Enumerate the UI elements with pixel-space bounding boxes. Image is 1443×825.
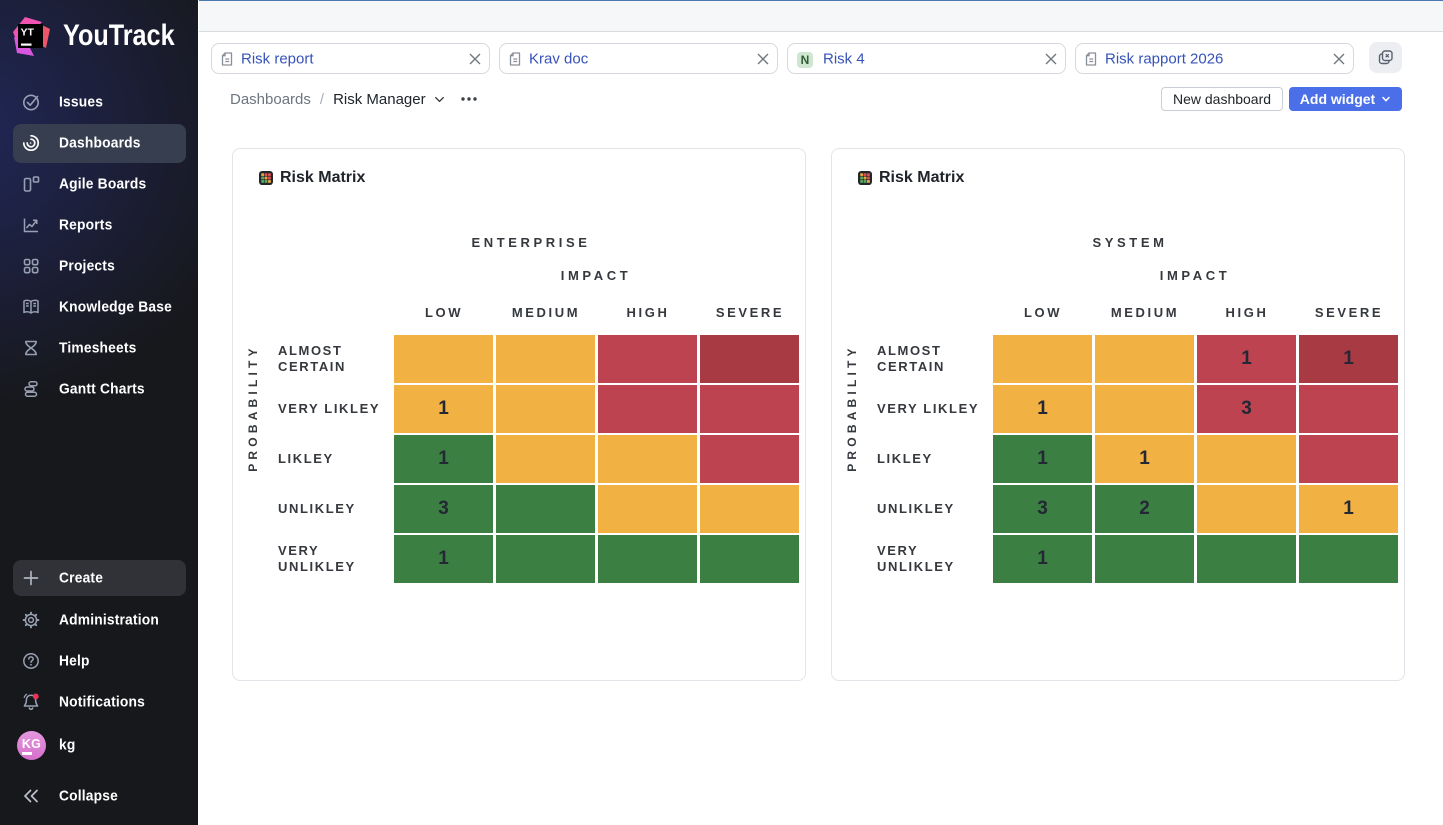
svg-text:YT: YT [21,27,35,39]
